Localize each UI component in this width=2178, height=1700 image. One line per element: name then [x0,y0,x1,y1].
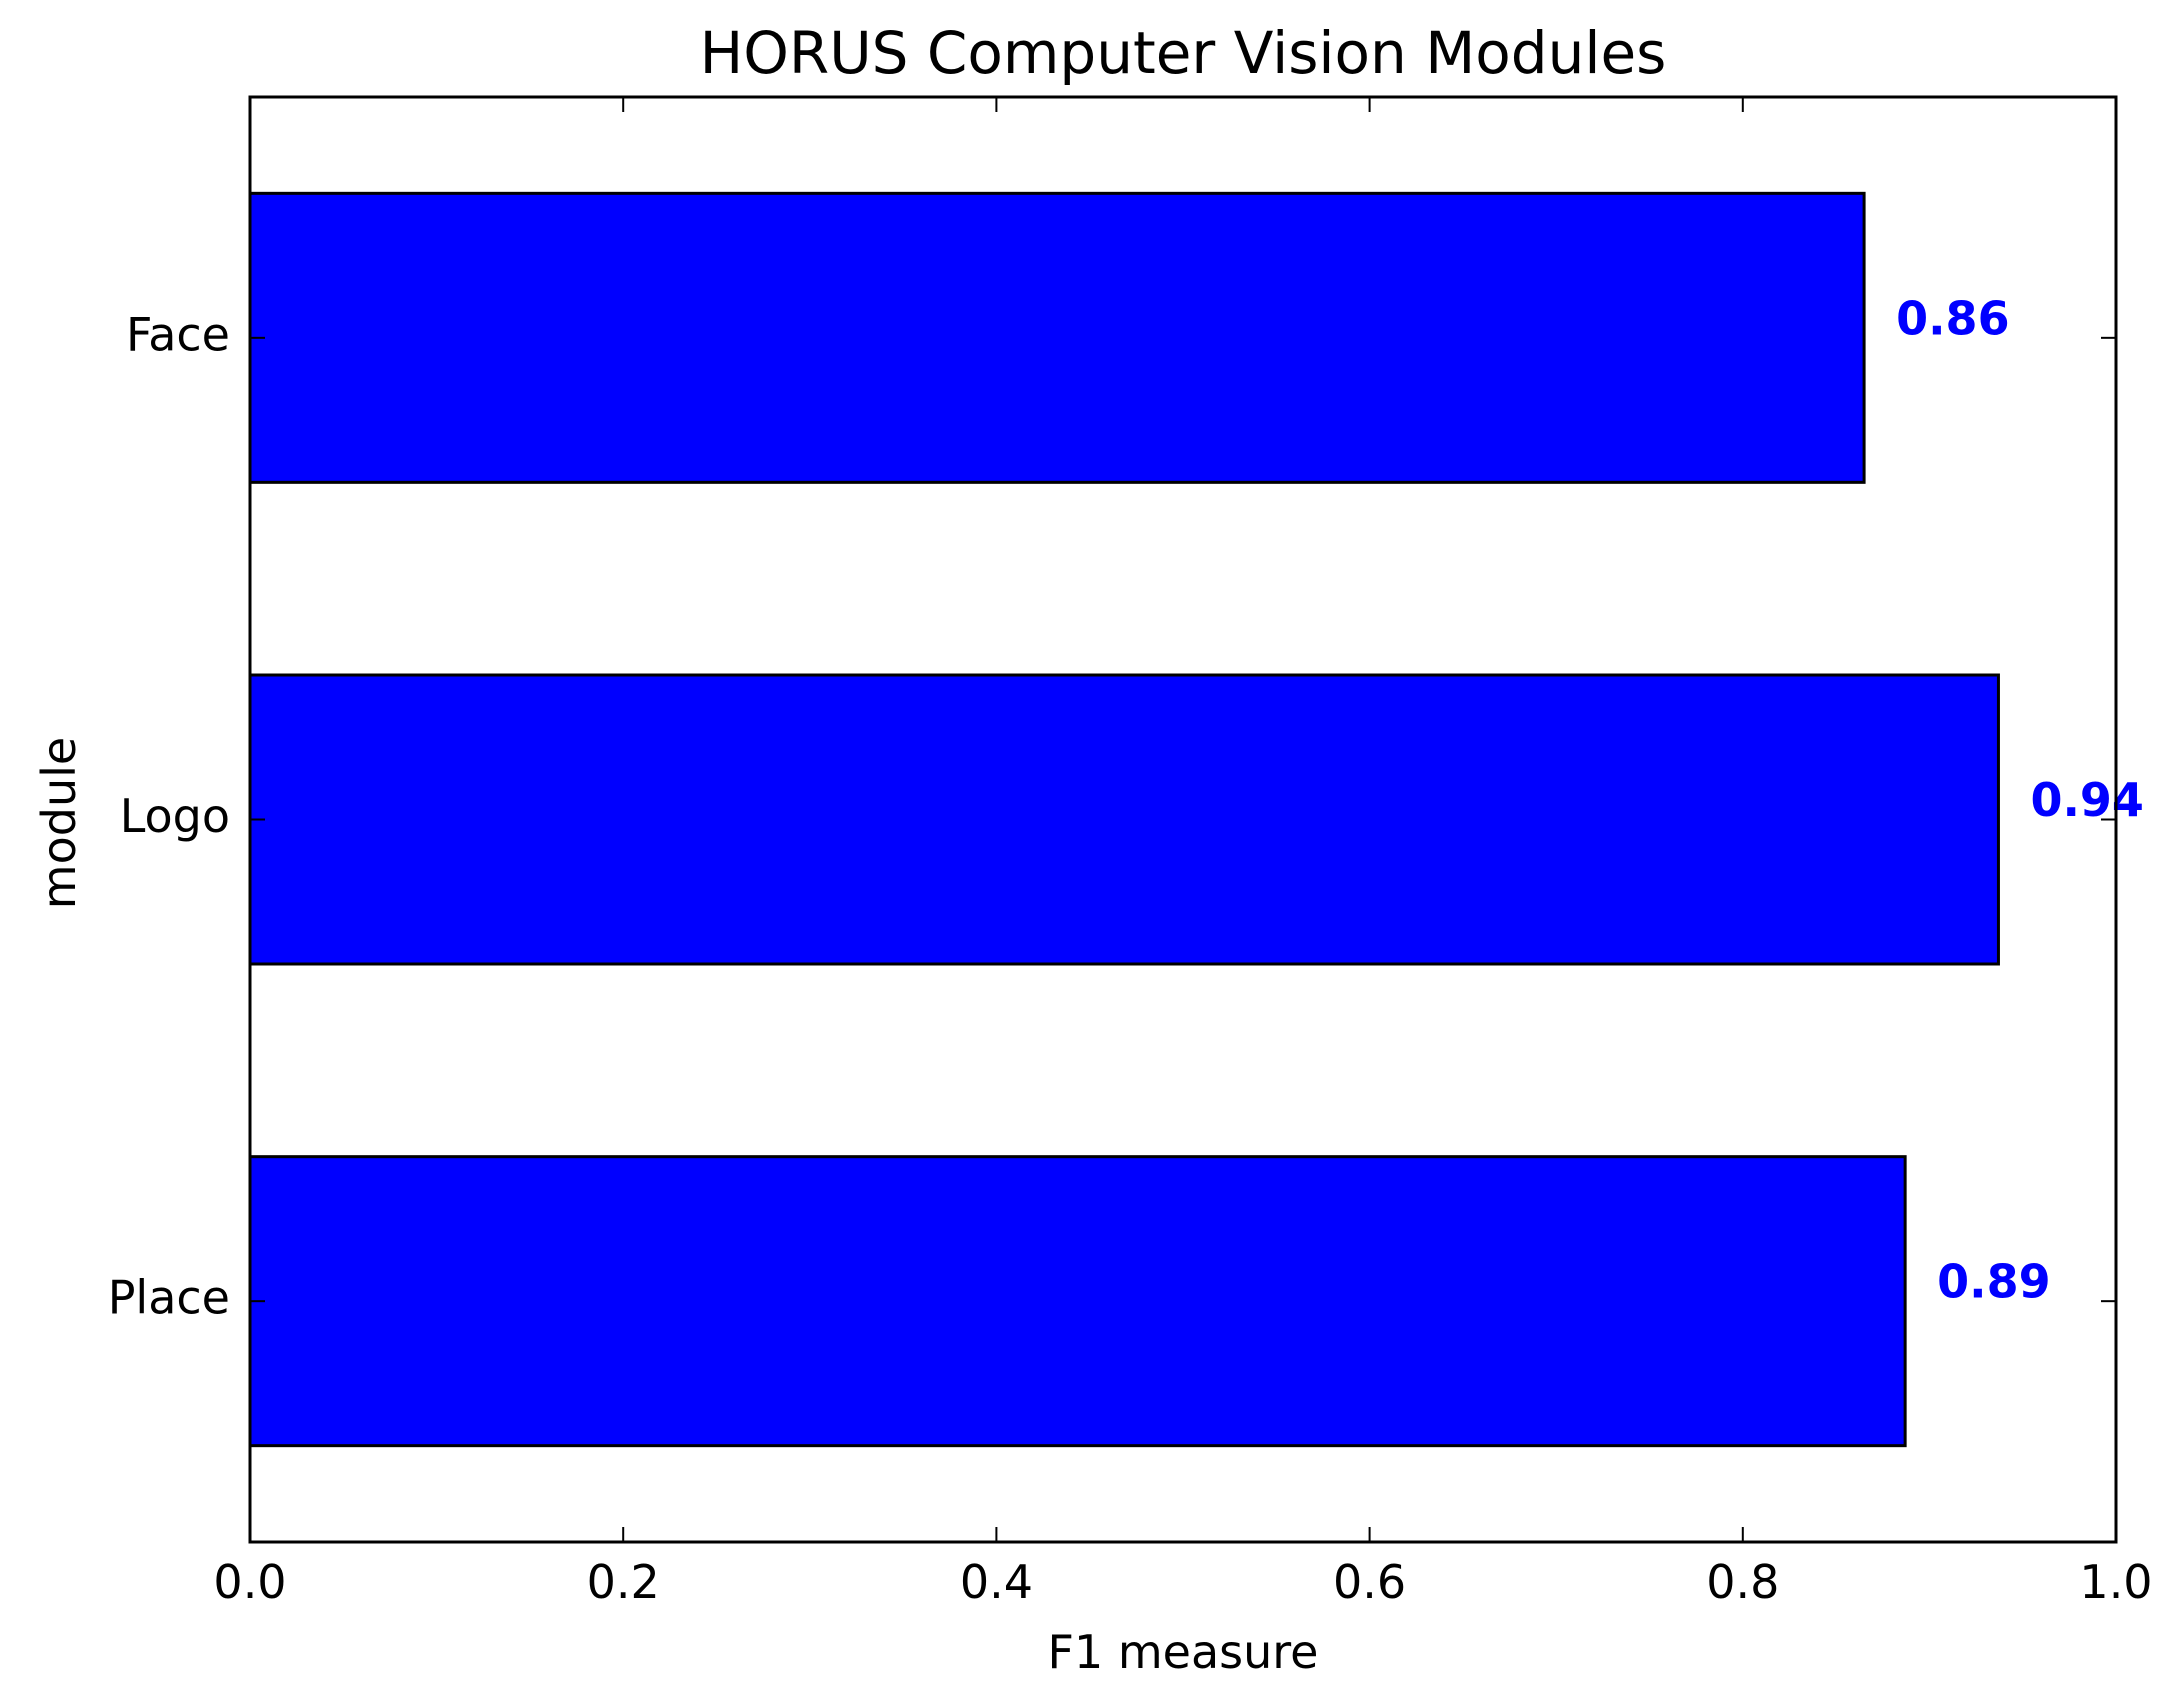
bar-place [248,1155,1907,1448]
x-axis-label: F1 measure [1048,1625,1319,1679]
plot-frame [248,95,2118,1544]
y-tick-label-logo: Logo [120,789,230,843]
bars-group [248,191,2000,1448]
bar-logo [248,673,2000,966]
x-tick-label-0: 0.0 [213,1555,286,1609]
x-tick-label-4: 0.8 [1706,1555,1779,1609]
y-tick-label-face: Face [126,307,230,361]
x-tick-label-5: 1.0 [2079,1555,2152,1609]
y-tick-label-place: Place [108,1271,230,1325]
value-label-face: 0.86 [1896,291,2010,345]
x-tick-labels: 0.0 0.2 0.4 0.6 0.8 1.0 [213,1555,2152,1609]
bar-face [248,191,1866,484]
value-label-place: 0.89 [1937,1255,2051,1309]
x-tick-label-3: 0.6 [1333,1555,1406,1609]
x-tick-label-1: 0.2 [587,1555,660,1609]
x-tick-label-2: 0.4 [960,1555,1033,1609]
value-labels-group: 0.86 0.94 0.89 [1896,291,2144,1308]
y-tick-labels: Face Logo Place [108,307,230,1324]
value-label-logo: 0.94 [2030,773,2143,827]
y-axis-label: module [32,737,86,909]
chart-title: HORUS Computer Vision Modules [700,19,1667,87]
ticks-group [249,97,2117,1542]
